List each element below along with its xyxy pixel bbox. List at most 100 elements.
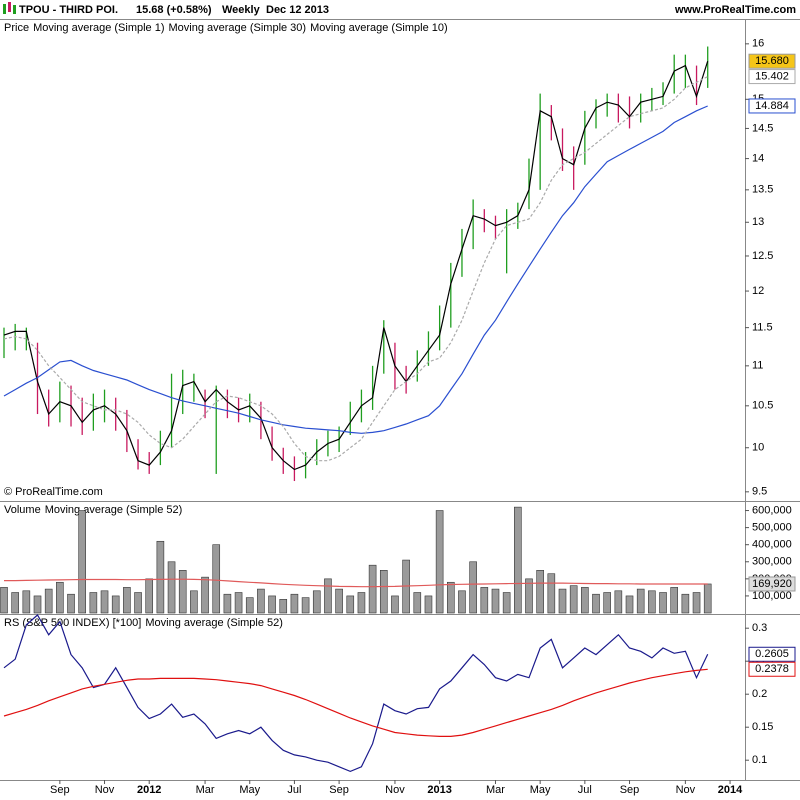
- legend-entry: Moving average (Simple 30): [169, 22, 307, 34]
- volume-bar: [480, 587, 489, 614]
- volume-bar: [368, 564, 377, 614]
- value-tag-label: 169,920: [752, 578, 792, 590]
- logo: [3, 2, 16, 14]
- volume-bar: [357, 592, 366, 614]
- volume-bar: [190, 590, 198, 614]
- volume-bar: [592, 593, 600, 614]
- legend-entry: Moving average (Simple 10): [310, 22, 448, 34]
- value-tag-label: 15.402: [755, 70, 789, 82]
- series-line: [3, 76, 708, 462]
- period: Weekly: [222, 4, 261, 16]
- volume-bar: [458, 590, 466, 614]
- volume-bar: [0, 587, 8, 614]
- legend-entry: RS (S&P 500 INDEX) [*100]: [4, 617, 141, 629]
- volume-bar: [78, 510, 86, 614]
- value-tag-label: 14.884: [755, 100, 789, 112]
- legend-entry: Moving average (Simple 52): [145, 617, 283, 629]
- volume-bar: [446, 581, 455, 614]
- volume-bar: [547, 573, 556, 614]
- volume-bar: [290, 593, 299, 614]
- volume-bar: [257, 588, 265, 614]
- y-tick-label: 12.5: [752, 250, 773, 262]
- volume-bar: [312, 590, 321, 614]
- volume-bar: [491, 588, 500, 614]
- x-tick-label: Nov: [676, 784, 696, 796]
- value-tag-label: 0.2605: [755, 648, 789, 660]
- volume-bar: [648, 590, 656, 614]
- volume-bar: [67, 593, 75, 614]
- volume-bar: [502, 592, 511, 614]
- series-line: [3, 105, 708, 434]
- y-tick-label: 100,000: [752, 590, 792, 602]
- value-tag: [748, 53, 796, 69]
- volume-bar: [536, 570, 544, 614]
- volume-bar: [346, 595, 355, 614]
- symbol: TPOU - THIRD POI.: [19, 4, 118, 16]
- x-tick-label: Jul: [287, 784, 301, 796]
- volume-bar: [614, 590, 623, 614]
- site: www.ProRealTime.com: [674, 4, 796, 16]
- legend-title: Price: [4, 22, 29, 34]
- y-tick-label: 0.15: [752, 721, 773, 733]
- legend-entry: Moving average (Simple 52): [45, 504, 183, 516]
- volume-bar: [100, 590, 109, 614]
- volume-bar: [56, 581, 64, 614]
- quote: 15.68 (+0.58%): [136, 4, 212, 16]
- y-tick-label: 13: [752, 216, 764, 228]
- x-tick-label: 2014: [718, 784, 743, 796]
- y-tick-label: 300,000: [752, 556, 792, 568]
- y-tick-label: 14.5: [752, 122, 773, 134]
- x-tick-label: Sep: [620, 784, 640, 796]
- y-tick-label: 14: [752, 152, 764, 164]
- series-line: [4, 578, 708, 588]
- volume-bar: [424, 595, 433, 614]
- volume-bar: [636, 588, 645, 614]
- x-tick-label: Nov: [385, 784, 405, 796]
- y-tick-label: 0.2: [752, 688, 767, 700]
- y-tick-label: 13.5: [752, 184, 773, 196]
- volume-bar: [379, 570, 388, 614]
- y-tick-label: 0.3: [752, 622, 767, 634]
- volume-bar: [123, 587, 131, 614]
- volume-bar: [268, 595, 276, 614]
- volume-bar: [167, 561, 176, 614]
- value-tag-label: 0.2378: [755, 663, 789, 675]
- x-tick-label: Sep: [329, 784, 349, 796]
- x-tick-label: May: [530, 784, 551, 796]
- y-tick-label: 400,000: [752, 539, 792, 551]
- volume-bar: [659, 592, 667, 614]
- legend-title: Volume: [4, 504, 41, 516]
- volume-bar: [391, 595, 399, 614]
- legend-entry: Moving average (Simple 1): [33, 22, 164, 34]
- volume-bar: [145, 578, 154, 614]
- volume-bar: [413, 592, 422, 614]
- y-tick-label: 10: [752, 442, 764, 454]
- volume-bar: [201, 576, 209, 614]
- x-tick-label: May: [239, 784, 260, 796]
- volume-bar: [558, 588, 567, 614]
- series-line: [3, 61, 709, 471]
- volume-bar: [681, 593, 690, 614]
- copyright: © ProRealTime.com: [4, 486, 103, 498]
- x-tick-label: Nov: [95, 784, 115, 796]
- volume-bar: [324, 578, 332, 614]
- y-tick-label: 16: [752, 38, 764, 50]
- volume-bar: [234, 592, 243, 614]
- volume-bar: [335, 588, 343, 614]
- y-tick-label: 600,000: [752, 504, 792, 516]
- x-tick-label: 2013: [427, 784, 451, 796]
- y-tick-label: 11.5: [752, 322, 773, 334]
- volume-bar: [514, 506, 522, 614]
- x-tick-label: Jul: [578, 784, 592, 796]
- volume-bar: [569, 585, 578, 614]
- volume-bar: [245, 597, 254, 614]
- volume-bar: [301, 597, 310, 614]
- volume-bar: [111, 595, 120, 614]
- volume-bar: [469, 561, 477, 614]
- series-line: [3, 668, 708, 737]
- volume-bar: [525, 578, 533, 614]
- volume-bar: [89, 592, 98, 614]
- volume-bar: [625, 595, 634, 614]
